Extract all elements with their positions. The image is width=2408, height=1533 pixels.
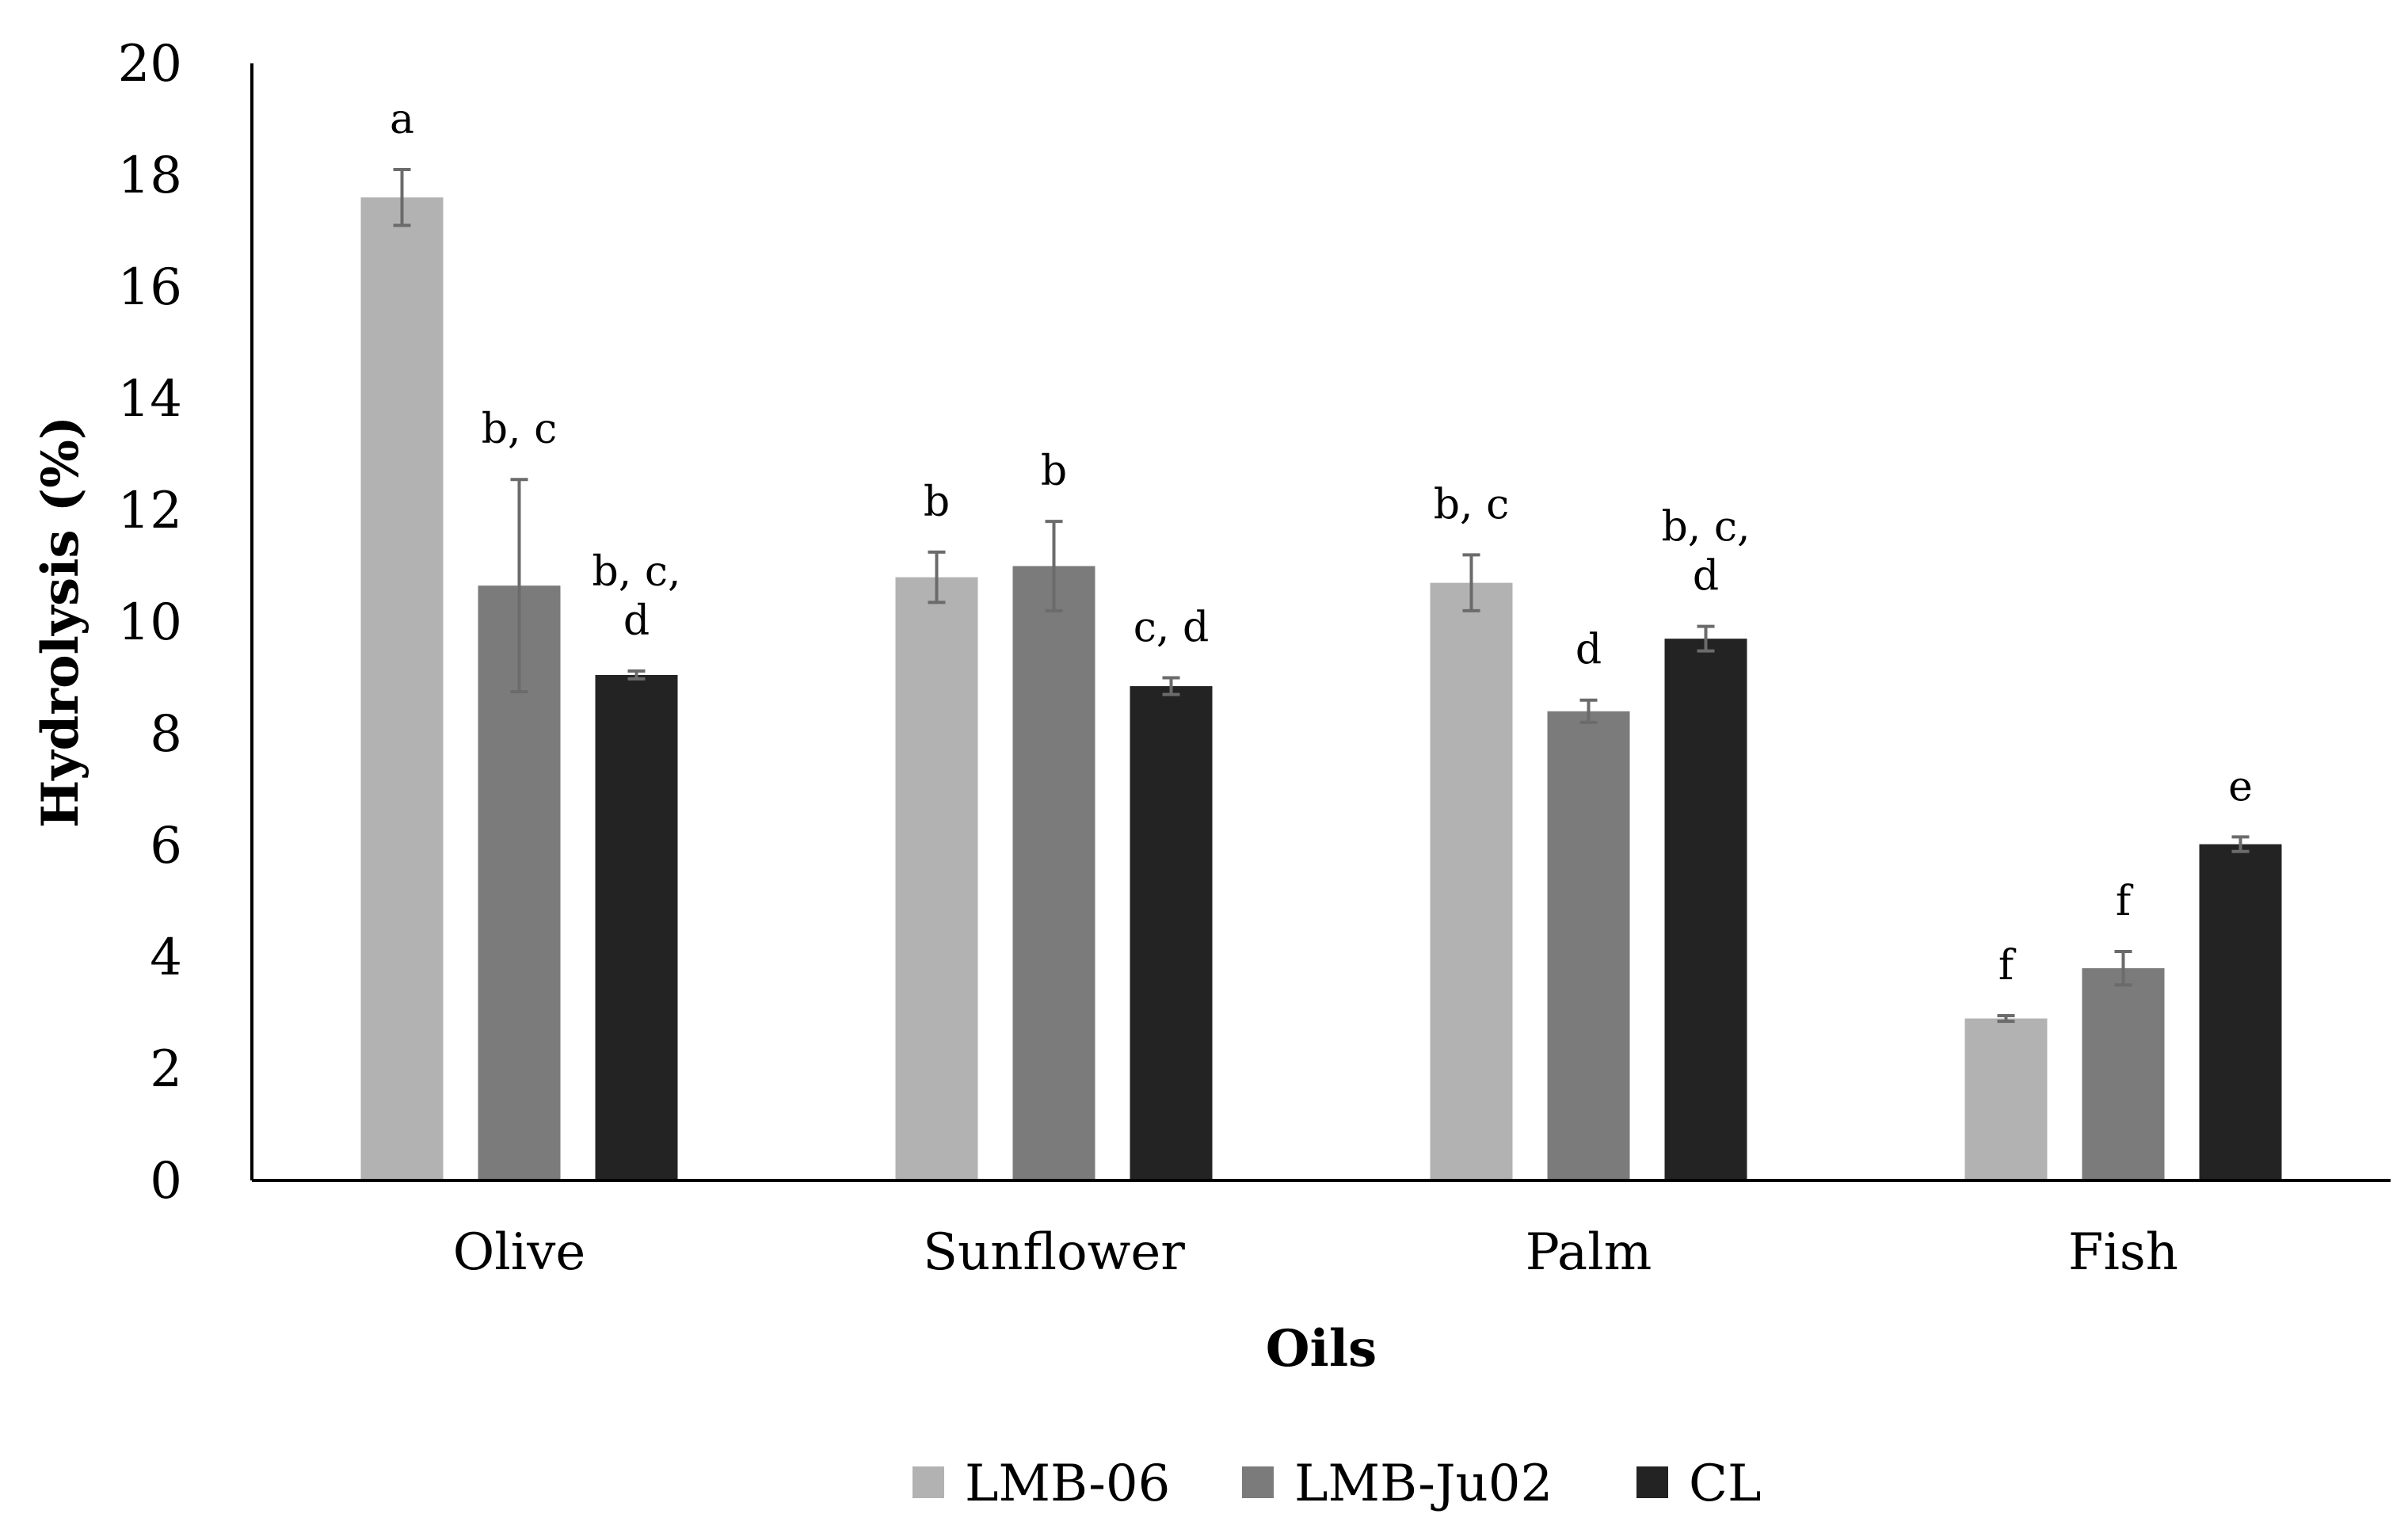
category-label: Palm <box>1526 1223 1652 1282</box>
significance-label: b, c <box>482 406 557 453</box>
bar-lmb-ju02 <box>1547 711 1630 1180</box>
error-bar <box>393 167 411 227</box>
legend: LMB-06 LMB-Ju02 CL <box>913 1455 1761 1513</box>
error-bar <box>2231 835 2250 853</box>
significance-label: d <box>1693 553 1719 601</box>
bars <box>360 197 2282 1181</box>
error-bar <box>1997 1014 2015 1024</box>
legend-item: LMB-06 <box>913 1455 1170 1513</box>
y-tick-label: 0 <box>150 1152 182 1211</box>
bar-lmb-06 <box>1964 1018 2048 1180</box>
error-bar <box>1579 698 1598 724</box>
legend-label: LMB-06 <box>965 1455 1170 1513</box>
error-bar <box>510 478 528 694</box>
legend-label: LMB-Ju02 <box>1294 1455 1553 1513</box>
error-bar <box>1045 520 1063 612</box>
significance-label: b, c, <box>592 548 681 596</box>
error-bar <box>1162 676 1180 696</box>
legend-item: CL <box>1636 1455 1761 1513</box>
bar-cl <box>1664 639 1747 1180</box>
y-tick-label: 8 <box>150 705 182 764</box>
y-tick-label: 4 <box>150 929 182 987</box>
y-tick-label: 20 <box>118 35 182 93</box>
error-bar <box>2114 949 2132 987</box>
bar-cl <box>595 674 678 1180</box>
legend-swatch <box>1242 1466 1274 1498</box>
y-axis-ticks: 0 2 4 6 8 10 12 14 16 18 20 <box>118 35 182 1211</box>
bar-lmb-06 <box>895 577 978 1180</box>
significance-label: b <box>924 479 950 526</box>
category-label: Sunflower <box>923 1223 1185 1282</box>
category-labels: Olive Sunflower Palm Fish <box>453 1223 2178 1282</box>
error-bar <box>1697 624 1715 653</box>
y-tick-label: 2 <box>150 1040 182 1099</box>
category-label: Olive <box>453 1223 585 1282</box>
significance-label: b, c, <box>1662 504 1751 551</box>
legend-swatch <box>913 1466 944 1498</box>
error-bar <box>928 550 946 604</box>
error-bar <box>627 669 646 681</box>
significance-label: d <box>623 597 650 645</box>
bar-lmb-06 <box>1430 582 1513 1180</box>
bar-cl <box>1130 686 1213 1180</box>
legend-swatch <box>1636 1466 1668 1498</box>
y-tick-label: 14 <box>118 370 182 429</box>
legend-item: LMB-Ju02 <box>1242 1455 1553 1513</box>
bar-lmb-ju02 <box>1012 566 1095 1180</box>
y-tick-label: 10 <box>118 593 182 652</box>
category-label: Fish <box>2068 1223 2178 1282</box>
significance-label: d <box>1575 627 1602 674</box>
y-tick-label: 6 <box>150 817 182 875</box>
y-tick-label: 16 <box>118 258 182 317</box>
y-tick-label: 12 <box>118 482 182 540</box>
significance-label: b, c <box>1434 481 1509 528</box>
legend-label: CL <box>1689 1455 1761 1513</box>
significance-label: f <box>2116 878 2134 925</box>
error-bars <box>393 167 2250 1024</box>
significance-label: c, d <box>1134 604 1209 652</box>
bar-cl <box>2199 844 2282 1180</box>
significance-label: e <box>2228 763 2253 810</box>
significance-label: a <box>390 96 414 143</box>
y-tick-label: 18 <box>118 147 182 205</box>
y-axis-title: Hydrolysis (%) <box>31 416 90 828</box>
significance-label: f <box>1998 942 2017 990</box>
error-bar <box>1462 553 1480 612</box>
bar-lmb-06 <box>360 197 444 1181</box>
x-axis-title: Oils <box>1266 1319 1377 1379</box>
significance-label: b <box>1041 448 1067 495</box>
bar-lmb-ju02 <box>2082 968 2165 1180</box>
